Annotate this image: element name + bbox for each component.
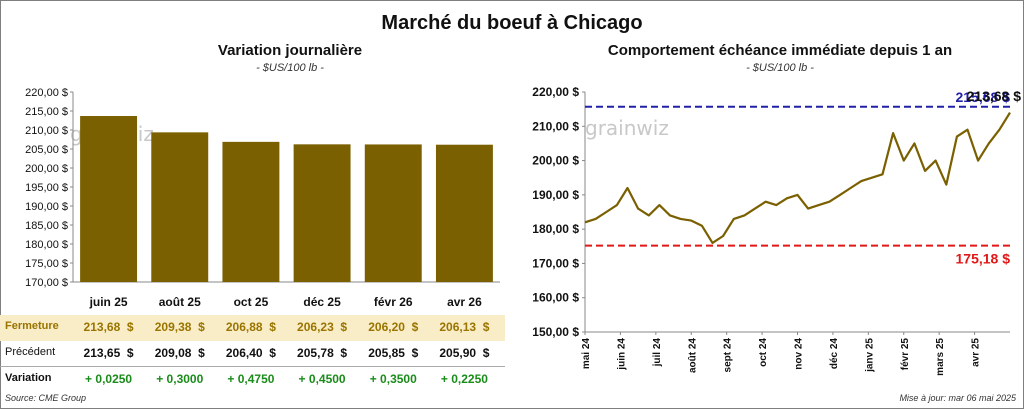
table-cell: 213,65 $: [83, 346, 134, 360]
table-row-label: Précédent: [5, 346, 56, 358]
table-cell: + 0,4500: [298, 372, 346, 386]
bar-y-tick-label: 210,00 $: [25, 125, 68, 137]
table-cell: 205,78 $: [297, 346, 348, 360]
bar-y-tick-label: 185,00 $: [25, 220, 68, 232]
bar: [80, 116, 138, 283]
line-x-tick-label: août 24: [687, 338, 698, 373]
bar-category-label: févr 26: [374, 295, 413, 309]
line-y-tick-label: 170,00 $: [532, 256, 579, 270]
source-note: Source: CME Group: [5, 393, 87, 403]
update-note: Mise à jour: mar 06 mai 2025: [899, 393, 1016, 403]
table-row-label: Fermeture: [5, 320, 59, 332]
line-x-tick-label: oct 24: [758, 338, 769, 367]
table-cell: 206,13 $: [439, 320, 490, 334]
table-cell: 205,90 $: [439, 346, 490, 360]
last-value-label: 213,68 $: [967, 88, 1022, 104]
bar-y-tick-label: 180,00 $: [25, 239, 68, 251]
table-cell: 213,68 $: [83, 320, 134, 334]
max-label: 215,68 $: [956, 89, 1011, 105]
bar-y-tick-label: 190,00 $: [25, 201, 68, 213]
table-cell: + 0,4750: [227, 372, 275, 386]
line-y-tick-label: 190,00 $: [532, 188, 579, 202]
line-chart-title: Comportement échéance immédiate depuis 1…: [607, 42, 953, 59]
table-cell: + 0,2250: [440, 372, 488, 386]
table-cell: 205,85 $: [368, 346, 419, 360]
bar-category-label: août 25: [159, 295, 201, 309]
table-cell: + 0,0250: [85, 372, 133, 386]
line-x-tick-label: mai 24: [581, 338, 592, 370]
bar: [435, 144, 493, 282]
bar: [151, 132, 209, 282]
bar-y-tick-label: 205,00 $: [25, 144, 68, 156]
line-x-tick-label: juin 24: [616, 338, 627, 371]
bar: [293, 144, 351, 282]
table-cell: 206,40 $: [225, 346, 276, 360]
main-title: Marché du boeuf à Chicago: [381, 12, 643, 34]
bar-category-label: oct 25: [234, 295, 269, 309]
table-cell: 209,08 $: [154, 346, 205, 360]
line-x-tick-label: déc 24: [829, 338, 840, 370]
bar-category-label: avr 26: [447, 295, 482, 309]
line-x-tick-label: mars 25: [935, 338, 946, 376]
bar: [222, 141, 280, 282]
bar-y-tick-label: 170,00 $: [25, 277, 68, 289]
bar: [364, 144, 422, 282]
line-x-tick-label: juil 24: [652, 338, 663, 368]
bar-y-tick-label: 200,00 $: [25, 163, 68, 175]
line-y-tick-label: 180,00 $: [532, 222, 579, 236]
bar-y-tick-label: 175,00 $: [25, 258, 68, 270]
line-chart-subtitle: - $US/100 lb -: [746, 62, 814, 74]
line-y-tick-label: 160,00 $: [532, 291, 579, 305]
table-row-label: Variation: [5, 372, 52, 384]
line-x-tick-label: janv 25: [864, 338, 875, 373]
line-x-tick-label: avr 25: [971, 338, 982, 367]
line-y-tick-label: 220,00 $: [532, 85, 579, 99]
bar-y-tick-label: 215,00 $: [25, 106, 68, 118]
table-cell: 206,23 $: [297, 320, 348, 334]
line-y-tick-label: 200,00 $: [532, 154, 579, 168]
bar-chart-subtitle: - $US/100 lb -: [256, 62, 324, 74]
table-cell: + 0,3500: [369, 372, 417, 386]
price-series-line: [584, 112, 1011, 244]
bar-category-label: déc 25: [303, 295, 341, 309]
table-separator: [0, 366, 505, 367]
table-cell: 209,38 $: [154, 320, 205, 334]
line-x-tick-label: sept 24: [723, 338, 734, 373]
closing-row-band: [0, 315, 505, 341]
bar-y-tick-label: 220,00 $: [25, 87, 68, 99]
bar-chart-title: Variation journalière: [217, 42, 363, 59]
table-cell: + 0,3000: [156, 372, 204, 386]
table-cell: 206,88 $: [225, 320, 276, 334]
line-y-tick-label: 150,00 $: [532, 325, 579, 339]
min-label: 175,18 $: [956, 251, 1011, 267]
bar-category-label: juin 25: [89, 295, 128, 309]
table-cell: 206,20 $: [368, 320, 419, 334]
line-x-tick-label: nov 24: [794, 338, 805, 370]
watermark-right: grainwiz: [585, 116, 669, 140]
line-x-tick-label: févr 25: [900, 338, 911, 371]
line-y-tick-label: 210,00 $: [532, 119, 579, 133]
bar-y-tick-label: 195,00 $: [25, 182, 68, 194]
